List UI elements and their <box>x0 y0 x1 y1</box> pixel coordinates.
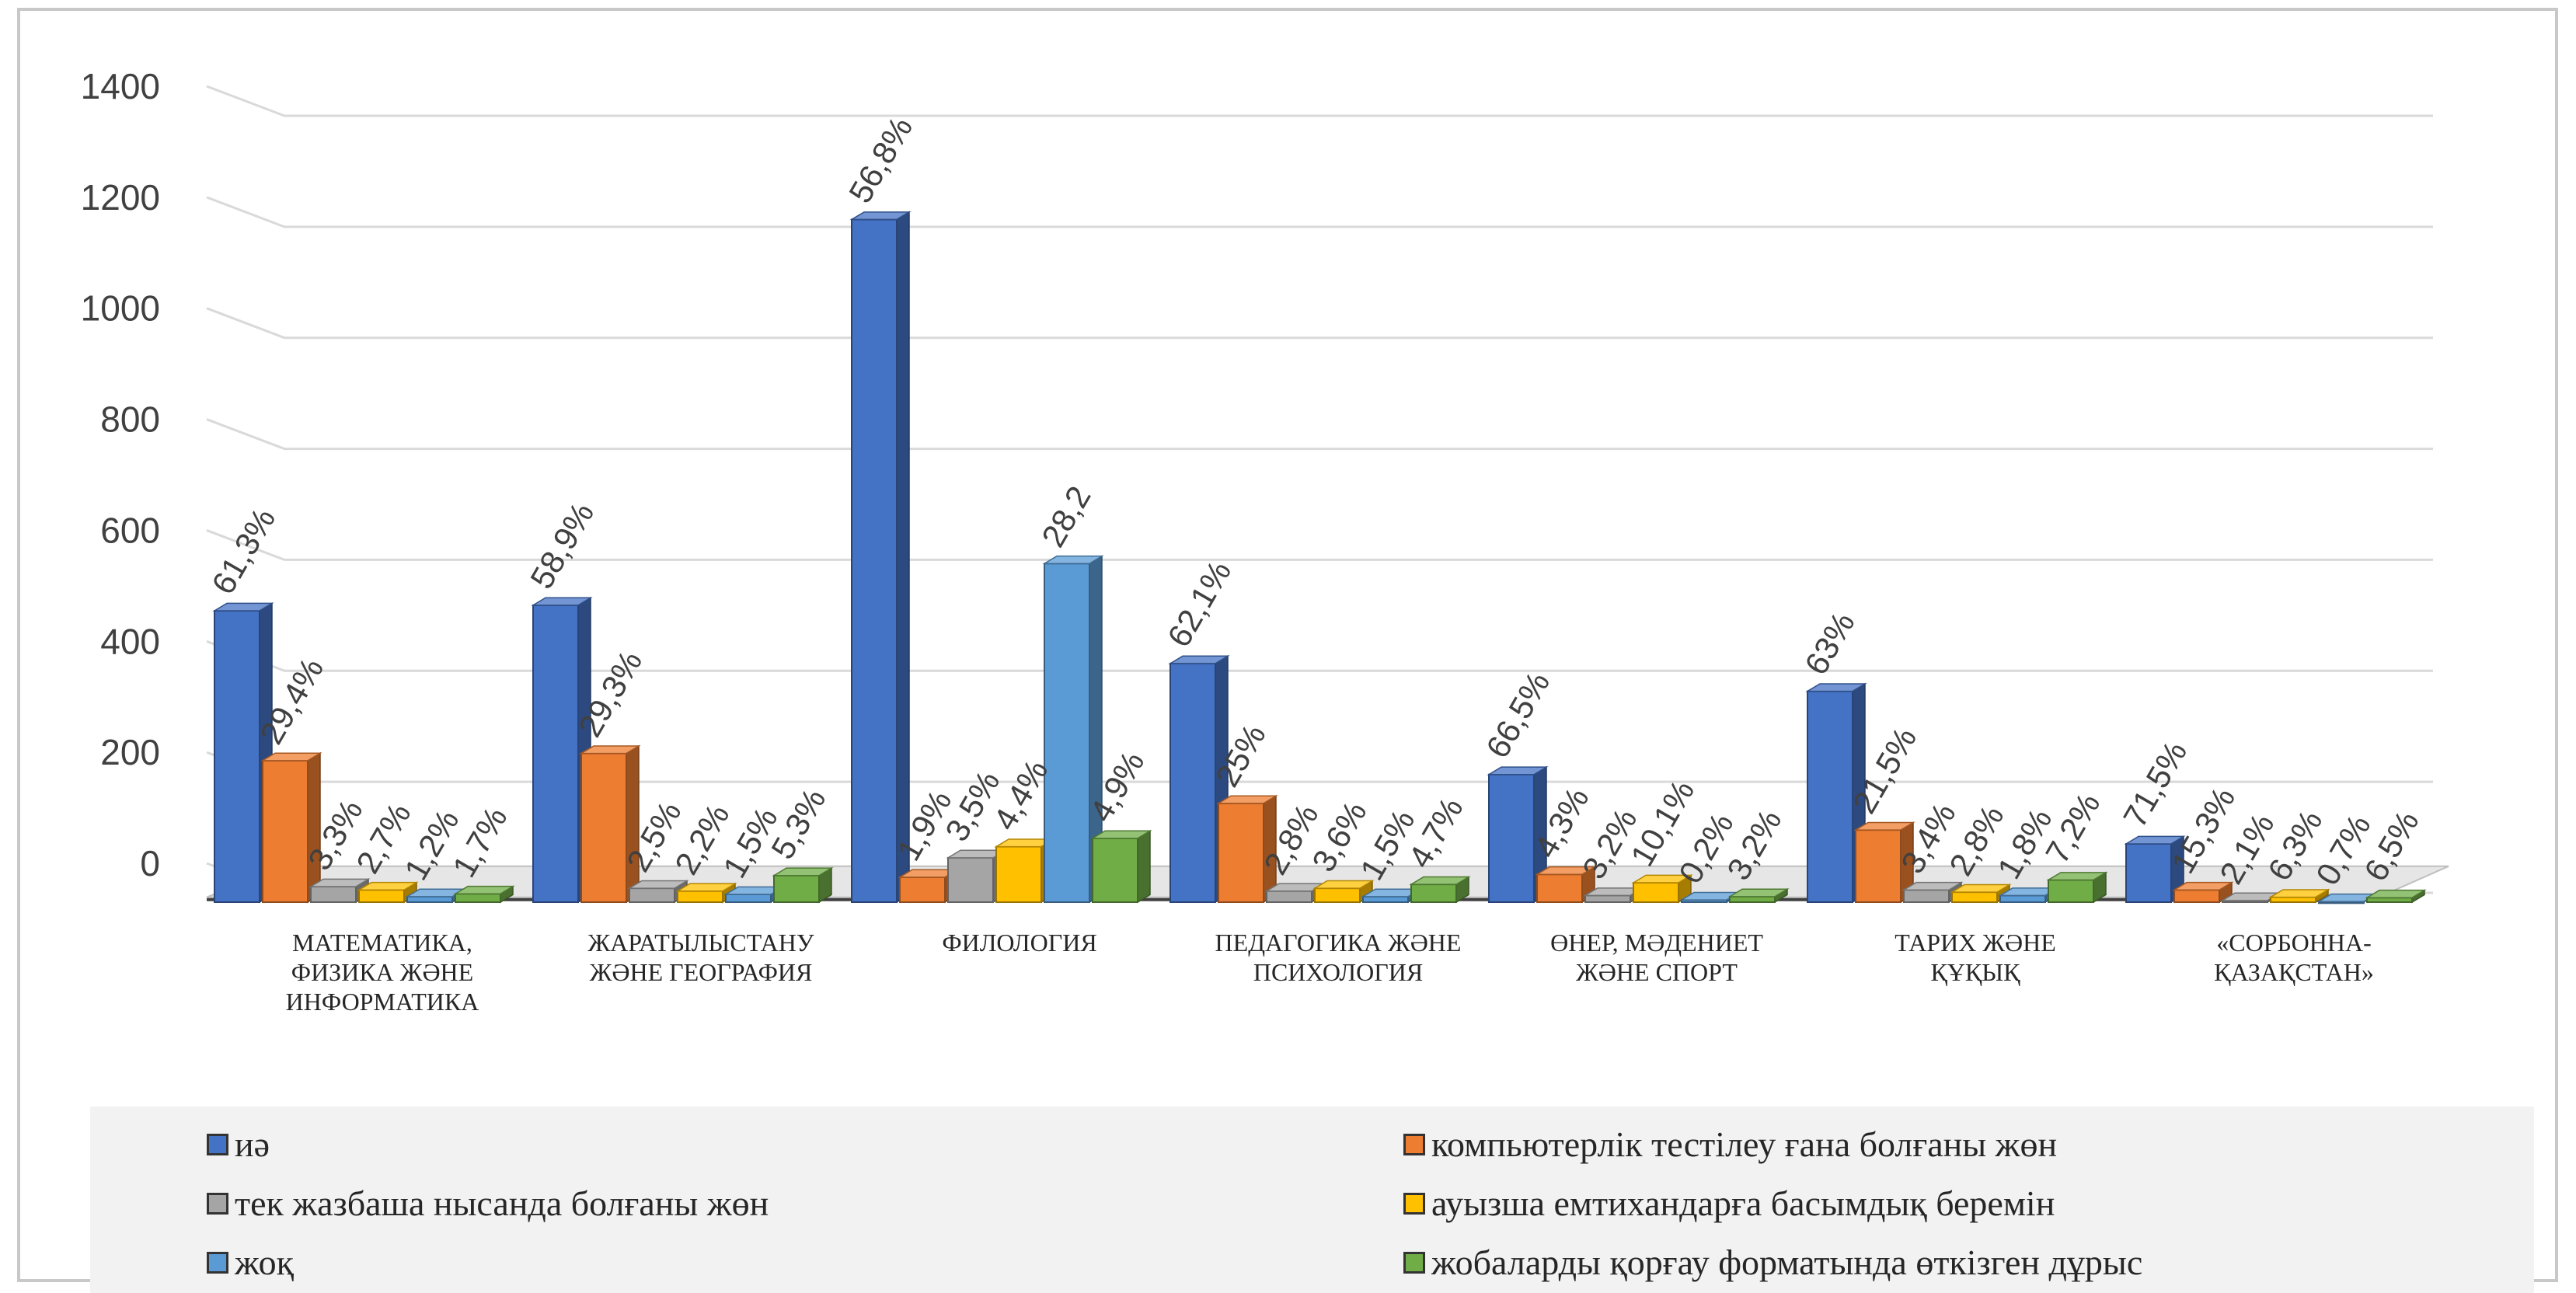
y-tick-label: 1200 <box>81 177 160 218</box>
y-tick-label: 800 <box>100 399 160 440</box>
data-label: 63% <box>1797 606 1862 681</box>
category-label: МАТЕМАТИКА, ФИЗИКА ЖӘНЕ ИНФОРМАТИКА <box>286 929 479 1016</box>
bar <box>1487 765 1549 904</box>
bar <box>1853 821 1915 904</box>
category-label: ӨНЕР, МӘДЕНИЕТ ЖӘНЕ СПОРТ <box>1550 929 1763 986</box>
y-tick-label: 1000 <box>81 288 160 329</box>
data-label: 61,3% <box>204 502 282 601</box>
legend-label: жобаларды қорғау форматында өткізген дұр… <box>1431 1242 2143 1282</box>
gridline <box>206 196 2433 228</box>
legend-item: жоқ <box>207 1242 294 1283</box>
y-tick-label: 600 <box>100 510 160 550</box>
gridline <box>206 85 2433 117</box>
bar <box>1679 891 1741 904</box>
legend-swatch <box>207 1251 228 1274</box>
legend-item: ауызша емтихандарға басымдық беремін <box>1403 1183 2055 1224</box>
category-label: ПЕДАГОГИКА ЖӘНЕ ПСИХОЛОГИЯ <box>1215 929 1462 986</box>
category-label: ТАРИХ ЖӘНЕ ҚҰҚЫҚ <box>1895 929 2056 986</box>
y-tick-label: 400 <box>100 621 160 661</box>
bar <box>2172 881 2234 904</box>
y-tick-label: 0 <box>140 843 160 883</box>
legend-item: иә <box>207 1124 270 1165</box>
chart-frame: 61,3% 29,4% 3,3% 2,7% 1,2% 1,7% 58,9% 29,3% 2,5%… <box>17 8 2558 1293</box>
bar <box>1805 682 1867 904</box>
bar <box>675 882 737 904</box>
legend-item: компьютерлік тестілеу ғана болғаны жөн <box>1403 1124 2057 1165</box>
bar <box>2268 888 2330 904</box>
data-label: 28,2 <box>1034 479 1098 552</box>
bar <box>1631 874 1693 904</box>
data-label: 58,9% <box>523 497 601 595</box>
legend-item: жобаларды қорғау форматында өткізген дұр… <box>1403 1242 2142 1283</box>
category-label: ЖАРАТЫЛЫСТАНУ ЖӘНЕ ГЕОГРАФИЯ <box>587 929 814 986</box>
gridline <box>206 307 2433 340</box>
bar <box>1950 883 2012 904</box>
bar <box>531 596 593 904</box>
legend-item: тек жазбаша нысанда болғаны жөн <box>207 1183 769 1224</box>
bar <box>772 866 834 904</box>
legend-label: компьютерлік тестілеу ғана болғаны жөн <box>1431 1124 2058 1164</box>
bar-chart: 61,3%29,4%3,3%2,7%1,2%1,7%58,9%29,3%2,5%… <box>81 66 2449 1016</box>
gridline <box>206 418 2433 451</box>
legend-label: тек жазбаша нысанда болғаны жөн <box>235 1183 769 1223</box>
bar <box>849 211 912 904</box>
legend-label: жоқ <box>235 1242 294 1282</box>
bar <box>260 751 322 904</box>
legend-swatch <box>1403 1251 1425 1274</box>
data-label: 62,1% <box>1160 555 1238 653</box>
data-label: 56,8% <box>842 110 919 209</box>
bar <box>1409 876 1471 904</box>
bar <box>2046 871 2108 904</box>
category-label: ФИЛОЛОГИЯ <box>942 929 1096 957</box>
gridline <box>206 529 2433 561</box>
bar <box>579 744 641 904</box>
y-tick-label: 200 <box>100 732 160 772</box>
bar <box>357 881 419 904</box>
legend-swatch <box>207 1133 228 1155</box>
legend-swatch <box>1403 1192 1425 1215</box>
data-label: 66,5% <box>1479 666 1556 765</box>
bar <box>627 880 689 904</box>
legend-swatch <box>207 1192 228 1215</box>
bar <box>212 602 274 904</box>
legend-label: ауызша емтихандарға басымдық беремін <box>1431 1183 2055 1223</box>
bar <box>453 885 515 904</box>
bar <box>1042 555 1104 904</box>
bar <box>1090 829 1152 904</box>
bar <box>1216 794 1278 904</box>
category-label: «СОРБОННА-ҚАЗАҚСТАН» <box>2214 929 2374 986</box>
legend-label: иә <box>235 1124 270 1164</box>
data-label: 71,5% <box>2116 735 2194 834</box>
legend: иә компьютерлік тестілеу ғана болғаны жөн… <box>90 1107 2534 1293</box>
bar <box>2365 889 2427 904</box>
legend-swatch <box>1403 1133 1425 1155</box>
y-tick-label: 1400 <box>81 66 160 106</box>
bar <box>1727 887 1790 904</box>
